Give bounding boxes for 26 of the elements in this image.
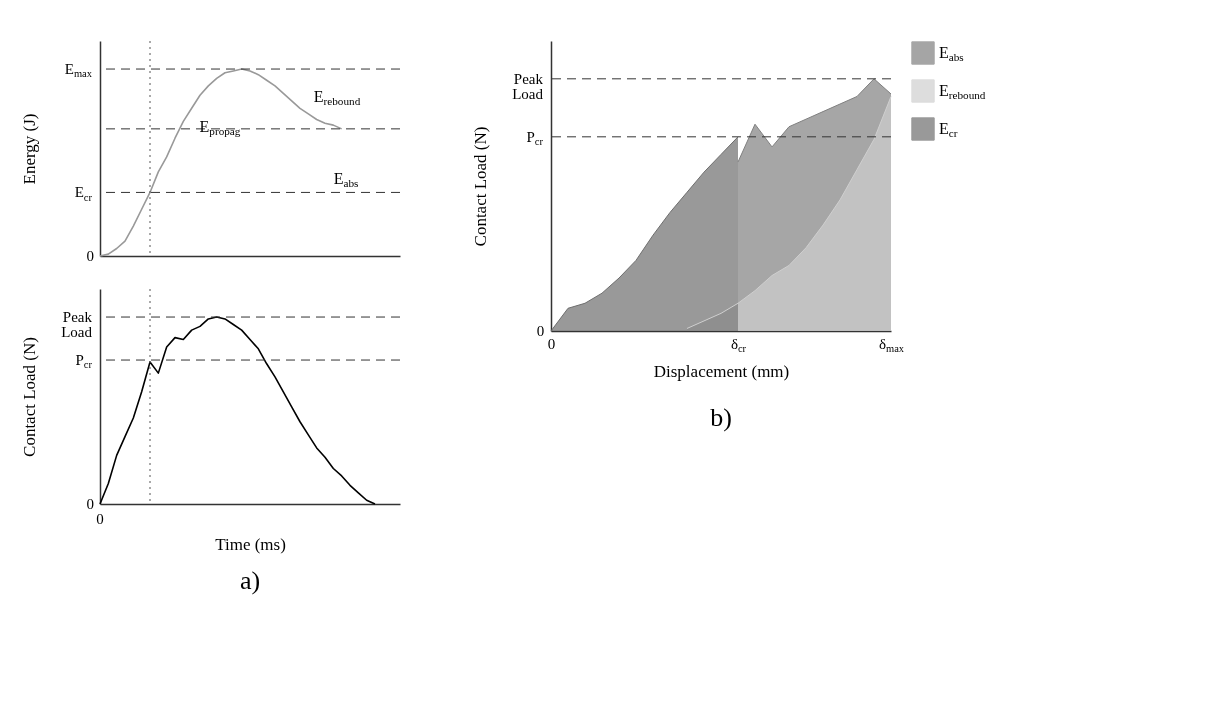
annotation: E$_{abs}$ [333, 169, 359, 189]
legend-label: E$_{cr}$ [939, 120, 958, 140]
x-axis-title: Time (ms) [215, 534, 286, 554]
x-tick-label: δ$_{max}$ [878, 335, 905, 354]
annotation: E$_{propag}$ [199, 118, 241, 138]
x-tick-label: 0 [547, 335, 556, 352]
annotation: E$_{rebound}$ [313, 87, 361, 108]
y-axis-title: Energy (J) [19, 113, 39, 185]
text: 0 [536, 323, 545, 339]
text: 0 [86, 496, 94, 512]
ref-line-label: E$_{max}$ [64, 61, 93, 80]
ref-line-label: P$_{cr}$ [526, 128, 544, 147]
ref-line-label: Peak Load [512, 70, 544, 102]
ref-line-label: Peak Load [61, 309, 93, 341]
legend-label: E$_{abs}$ [939, 44, 964, 64]
text: 0 [96, 511, 104, 528]
x-axis-title: Displacement (mm) [653, 361, 790, 381]
text: b) [710, 403, 732, 432]
text: 0 [86, 248, 94, 264]
ref-line-label: P$_{cr}$ [75, 352, 93, 371]
ref-line-label: E$_{cr}$ [74, 184, 93, 203]
y-axis-title: Contact Load (N) [470, 126, 490, 247]
text: a) [239, 566, 261, 596]
x-tick-label: δ$_{cr}$ [730, 335, 747, 354]
y-axis-title: Contact Load (N) [19, 337, 39, 457]
legend-label: E$_{rebound}$ [939, 82, 986, 102]
